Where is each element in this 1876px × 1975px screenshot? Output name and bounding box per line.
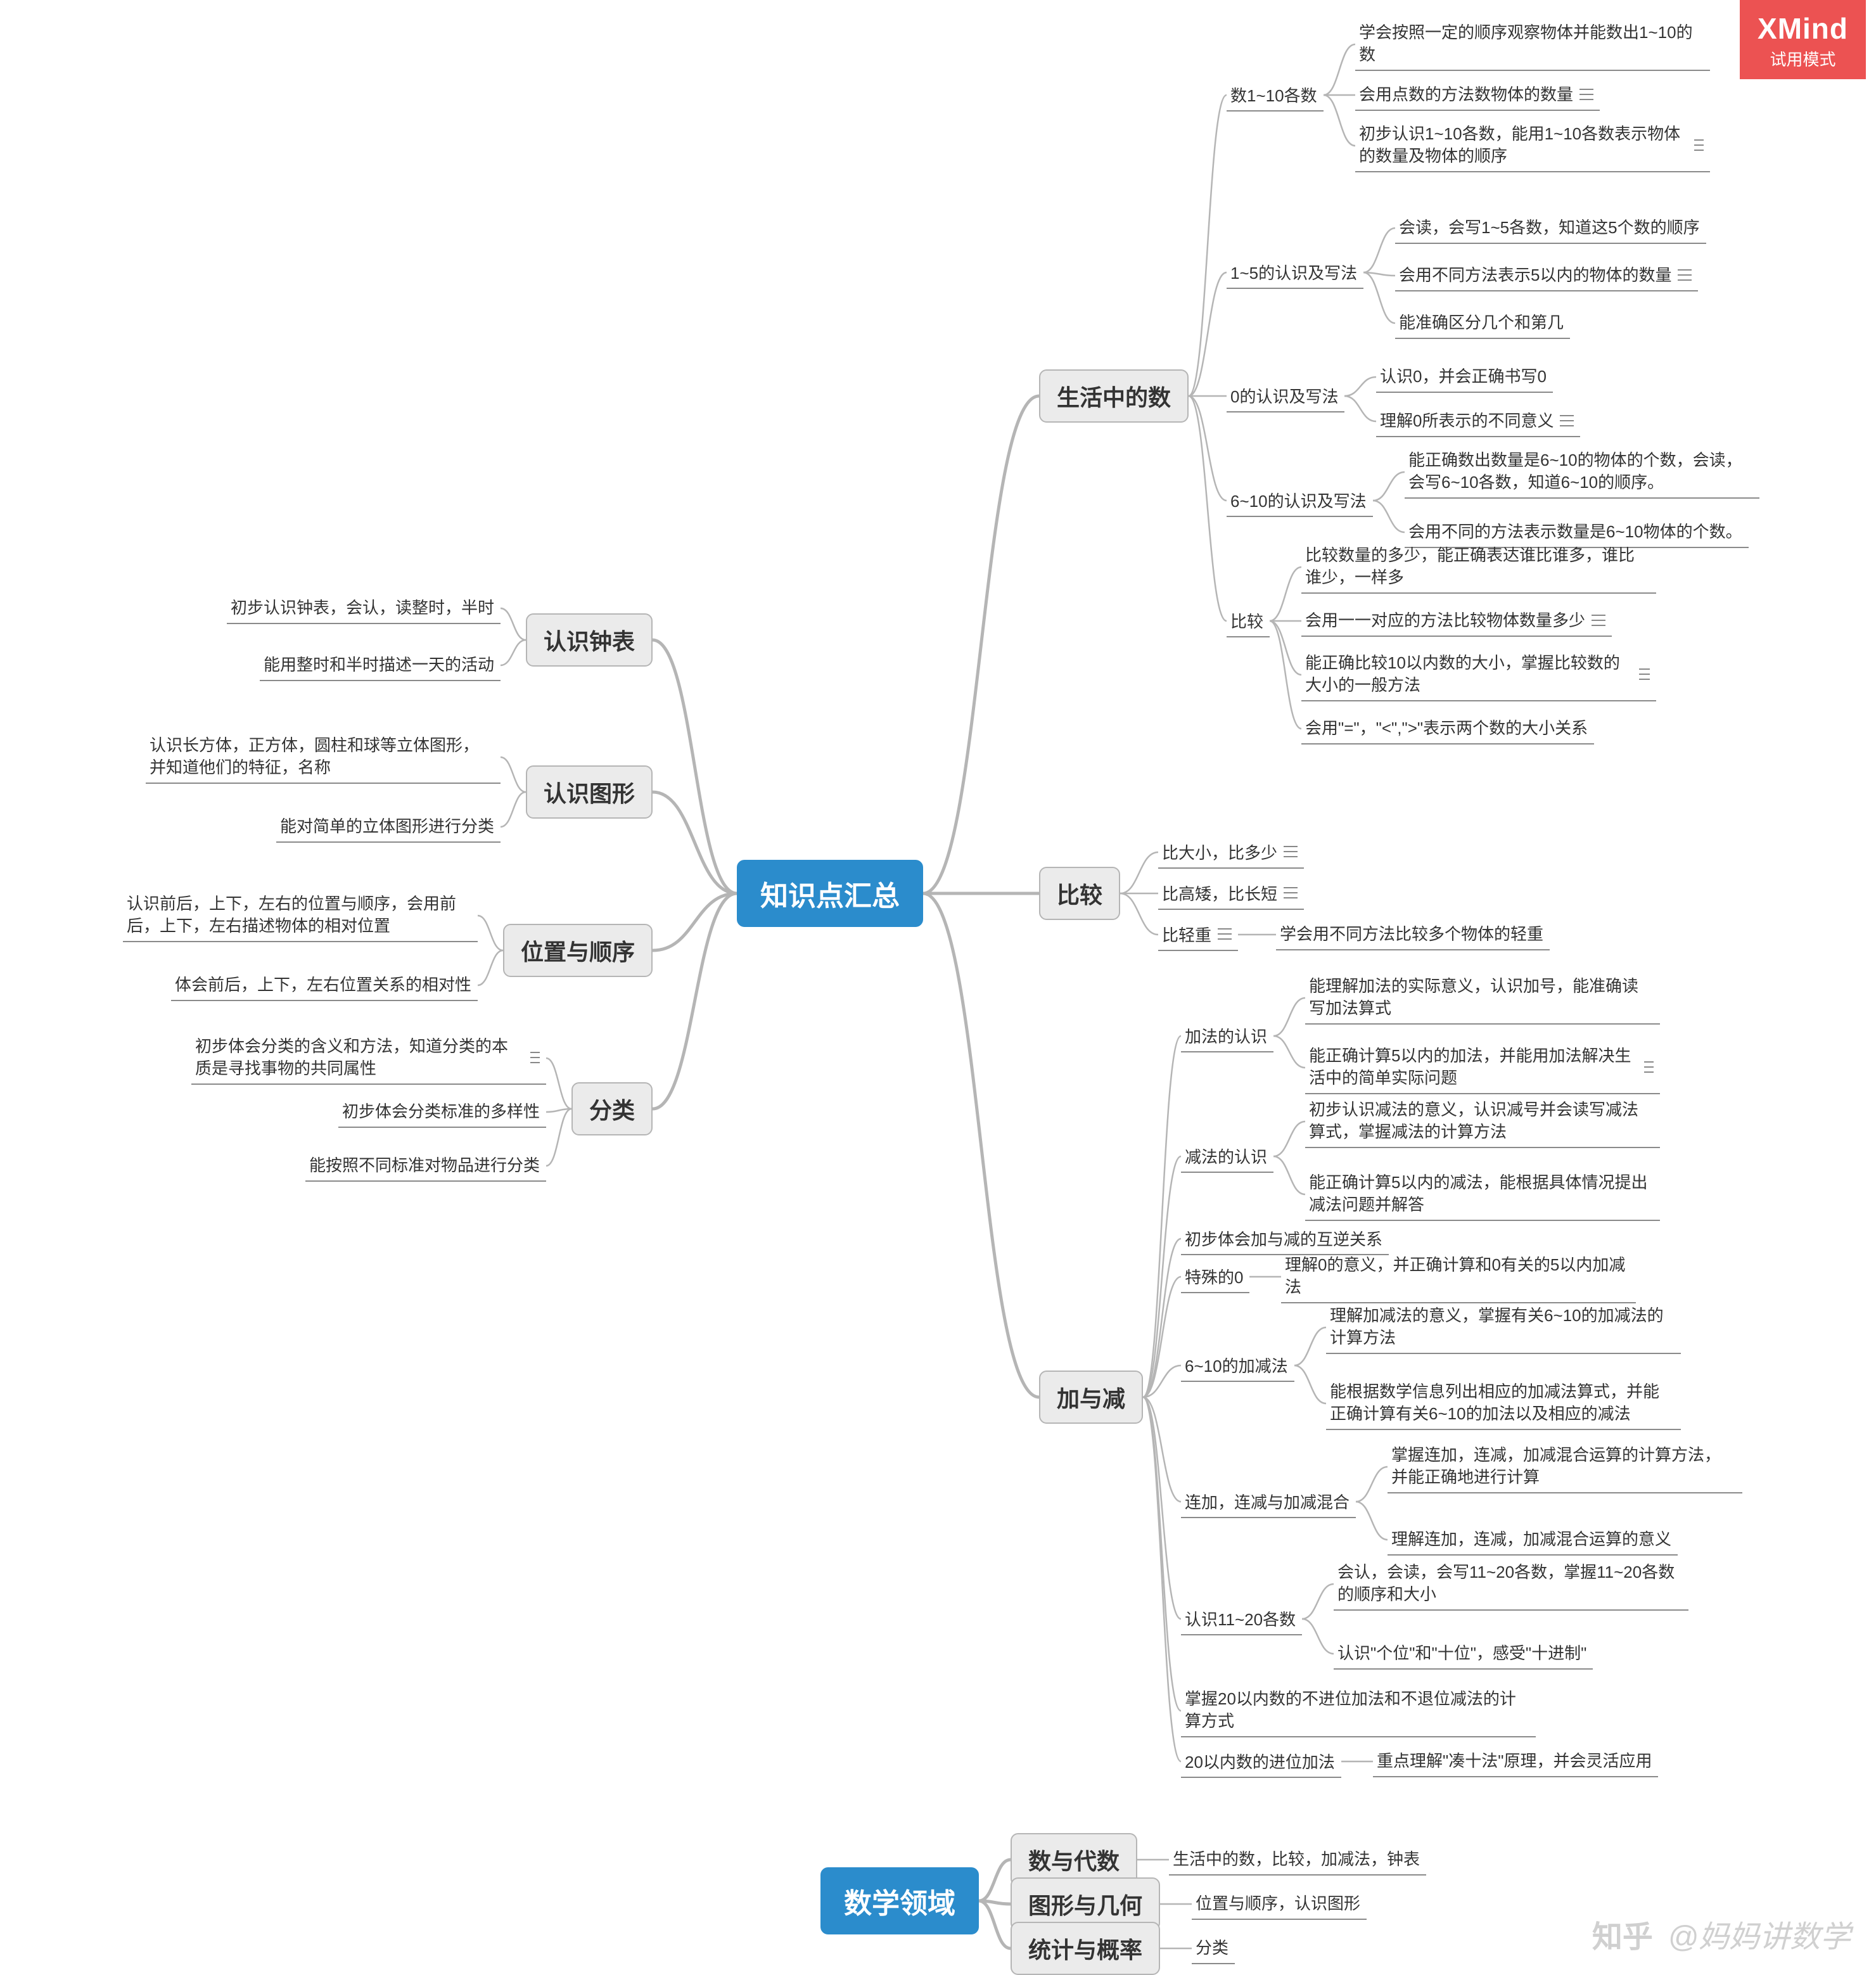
- leaf-node: 比较数量的多少，能正确表达谁比谁多，谁比谁少，一样多: [1301, 540, 1656, 594]
- leaf-node: 重点理解"凑十法"原理，并会灵活应用: [1373, 1746, 1658, 1777]
- leaf-node: 会用"="，"<",">"表示两个数的大小关系: [1301, 713, 1594, 745]
- leaf-node: 理解0所表示的不同意义: [1376, 406, 1580, 437]
- leaf-node: 能正确比较10以内数的大小，掌握比较数的大小的一般方法: [1301, 648, 1656, 701]
- notes-icon: [530, 1052, 540, 1063]
- leaf-node: 6~10的认识及写法: [1227, 485, 1373, 517]
- leaf-node: 数1~10各数: [1227, 79, 1324, 112]
- leaf-node: 加法的认识: [1181, 1020, 1273, 1052]
- notes-icon: [1284, 887, 1298, 898]
- notes-icon: [1592, 615, 1605, 626]
- leaf-node: 体会前后，上下，左右位置关系的相对性: [171, 970, 478, 1001]
- leaf-node: 会用一一对应的方法比较物体数量多少: [1301, 606, 1612, 637]
- branch-classify[interactable]: 分类: [571, 1082, 653, 1135]
- leaf-node: 理解加减法的意义，掌握有关6~10的加减法的计算方法: [1326, 1301, 1681, 1354]
- leaf-node: 初步体会分类标准的多样性: [338, 1097, 546, 1128]
- leaf-shape-geometry-note: 位置与顺序，认识图形: [1192, 1889, 1367, 1920]
- notes-icon: [1678, 269, 1692, 281]
- leaf-node: 初步体会分类的含义和方法，知道分类的本质是寻找事物的共同属性: [191, 1032, 546, 1085]
- branch-position[interactable]: 位置与顺序: [503, 924, 653, 977]
- leaf-node: 会用不同方法表示5以内的物体的数量: [1395, 260, 1698, 291]
- leaf-node: 连加，连减与加减混合: [1181, 1486, 1356, 1518]
- xmind-trial-mode-text: 试用模式: [1758, 47, 1848, 70]
- leaf-node: 认识长方体，正方体，圆柱和球等立体图形，并知道他们的特征，名称: [146, 731, 501, 784]
- leaf-node: 初步认识减法的意义，认识减号并会读写减法算式，掌握减法的计算方法: [1305, 1095, 1660, 1148]
- zhihu-watermark: 知乎 @妈妈讲数学: [1592, 1912, 1851, 1956]
- leaf-node: 会读，会写1~5各数，知道这5个数的顺序: [1395, 213, 1706, 244]
- branch-add-subtract[interactable]: 加与减: [1039, 1371, 1143, 1424]
- leaf-node: 初步认识钟表，会认，读整时，半时: [227, 593, 501, 624]
- leaf-node: 学会按照一定的顺序观察物体并能数出1~10的数: [1355, 18, 1710, 71]
- notes-icon: [1284, 846, 1298, 857]
- leaf-node: 能用整时和半时描述一天的活动: [260, 650, 501, 681]
- leaf-node: 学会用不同方法比较多个物体的轻重: [1276, 919, 1550, 950]
- notes-icon: [1644, 1061, 1654, 1073]
- leaf-node: 能对简单的立体图形进行分类: [276, 812, 501, 843]
- leaf-node: 特殊的0: [1181, 1261, 1249, 1293]
- leaf-node: 掌握20以内数的不进位加法和不退位减法的计算方式: [1181, 1684, 1536, 1737]
- leaf-number-algebra-note: 生活中的数，比较，加减法，钟表: [1169, 1844, 1426, 1876]
- leaf-node: 比轻重: [1158, 919, 1238, 951]
- leaf-node: 能按照不同标准对物品进行分类: [305, 1151, 546, 1182]
- leaf-node: 0的认识及写法: [1227, 380, 1344, 412]
- leaf-node: 能准确区分几个和第几: [1395, 308, 1570, 339]
- leaf-node: 认识"个位"和"十位"，感受"十进制": [1334, 1639, 1593, 1670]
- branch-shapes[interactable]: 认识图形: [526, 765, 653, 819]
- notes-icon: [1560, 415, 1574, 426]
- notes-icon: [1579, 89, 1593, 100]
- branch-compare[interactable]: 比较: [1039, 867, 1120, 920]
- leaf-node: 认识前后，上下，左右的位置与顺序，会用前后，上下，左右描述物体的相对位置: [123, 889, 478, 942]
- mindmap-canvas: 知识点汇总 认识钟表 认识图形 位置与顺序 分类 生活中的数 比较 加与减 数学…: [0, 0, 1876, 1975]
- leaf-node: 会认，会读，会写11~20各数，掌握11~20各数的顺序和大小: [1334, 1557, 1688, 1611]
- leaf-node: 1~5的认识及写法: [1227, 257, 1363, 289]
- root-knowledge-summary[interactable]: 知识点汇总: [737, 860, 923, 927]
- leaf-node: 比高矮，比长短: [1158, 878, 1304, 910]
- leaf-node: 能根据数学信息列出相应的加减法算式，并能正确计算有关6~10的加法以及相应的减法: [1326, 1377, 1681, 1430]
- zhihu-site-text: 知乎: [1592, 1921, 1653, 1954]
- xmind-brand-text: XMind: [1758, 11, 1848, 46]
- leaf-node: 能正确计算5以内的加法，并能用加法解决生活中的简单实际问题: [1305, 1041, 1660, 1094]
- notes-icon: [1694, 139, 1704, 151]
- branch-life-numbers[interactable]: 生活中的数: [1039, 369, 1189, 423]
- leaf-node: 20以内数的进位加法: [1181, 1746, 1341, 1778]
- leaf-node: 理解0的意义，并正确计算和0有关的5以内加减法: [1281, 1250, 1636, 1303]
- zhihu-handle-text: @妈妈讲数学: [1668, 1921, 1851, 1954]
- notes-icon: [1218, 928, 1232, 940]
- root-math-domains[interactable]: 数学领域: [820, 1867, 979, 1934]
- branch-clock[interactable]: 认识钟表: [526, 613, 653, 667]
- leaf-node: 掌握连加，连减，加减混合运算的计算方法，并能正确地进行计算: [1388, 1440, 1742, 1493]
- leaf-node: 理解连加，连减，加减混合运算的意义: [1388, 1524, 1678, 1556]
- xmind-logo-badge: XMind 试用模式: [1740, 0, 1866, 79]
- leaf-node: 能正确数出数量是6~10的物体的个数，会读，会写6~10各数，知道6~10的顺序…: [1405, 445, 1759, 499]
- leaf-node: 减法的认识: [1181, 1141, 1273, 1173]
- leaf-node: 认识11~20各数: [1181, 1603, 1302, 1635]
- notes-icon: [1639, 668, 1650, 680]
- branch-statistics-prob[interactable]: 统计与概率: [1011, 1922, 1160, 1975]
- leaf-node: 比较: [1227, 605, 1270, 637]
- leaf-node: 会用点数的方法数物体的数量: [1355, 80, 1600, 111]
- leaf-node: 能正确计算5以内的减法，能根据具体情况提出减法问题并解答: [1305, 1168, 1660, 1221]
- leaf-node: 6~10的加减法: [1181, 1350, 1294, 1382]
- leaf-statistics-prob-note: 分类: [1192, 1933, 1235, 1964]
- leaf-node: 初步认识1~10各数，能用1~10各数表示物体的数量及物体的顺序: [1355, 119, 1710, 172]
- leaf-node: 比大小，比多少: [1158, 836, 1304, 869]
- leaf-node: 认识0，并会正确书写0: [1376, 362, 1553, 393]
- leaf-node: 能理解加法的实际意义，认识加号，能准确读写加法算式: [1305, 971, 1660, 1025]
